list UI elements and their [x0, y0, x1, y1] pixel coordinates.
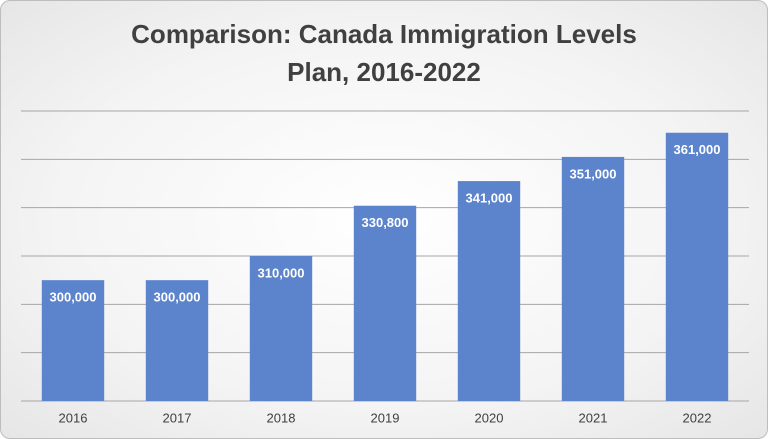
bar — [145, 280, 209, 401]
value-label: 341,000 — [466, 191, 513, 206]
value-label: 310,000 — [258, 265, 305, 280]
chart-title: Comparison: Canada Immigration Levels Pl… — [131, 19, 637, 87]
bar — [353, 205, 417, 401]
x-tick-label: 2022 — [683, 410, 712, 425]
value-label: 351,000 — [570, 166, 617, 181]
x-tick-label: 2018 — [267, 410, 296, 425]
x-tick-label: 2017 — [163, 410, 192, 425]
bar — [41, 280, 105, 401]
bar — [665, 132, 729, 401]
x-tick-label: 2021 — [579, 410, 608, 425]
x-tick-label: 2019 — [371, 410, 400, 425]
value-label: 361,000 — [674, 142, 721, 157]
x-tick-label: 2016 — [59, 410, 88, 425]
bar — [561, 156, 625, 401]
value-label: 330,800 — [362, 215, 409, 230]
bar — [249, 256, 313, 401]
value-label: 300,000 — [154, 290, 201, 305]
value-label: 300,000 — [50, 290, 97, 305]
x-tick-label: 2020 — [475, 410, 504, 425]
bar — [457, 181, 521, 401]
